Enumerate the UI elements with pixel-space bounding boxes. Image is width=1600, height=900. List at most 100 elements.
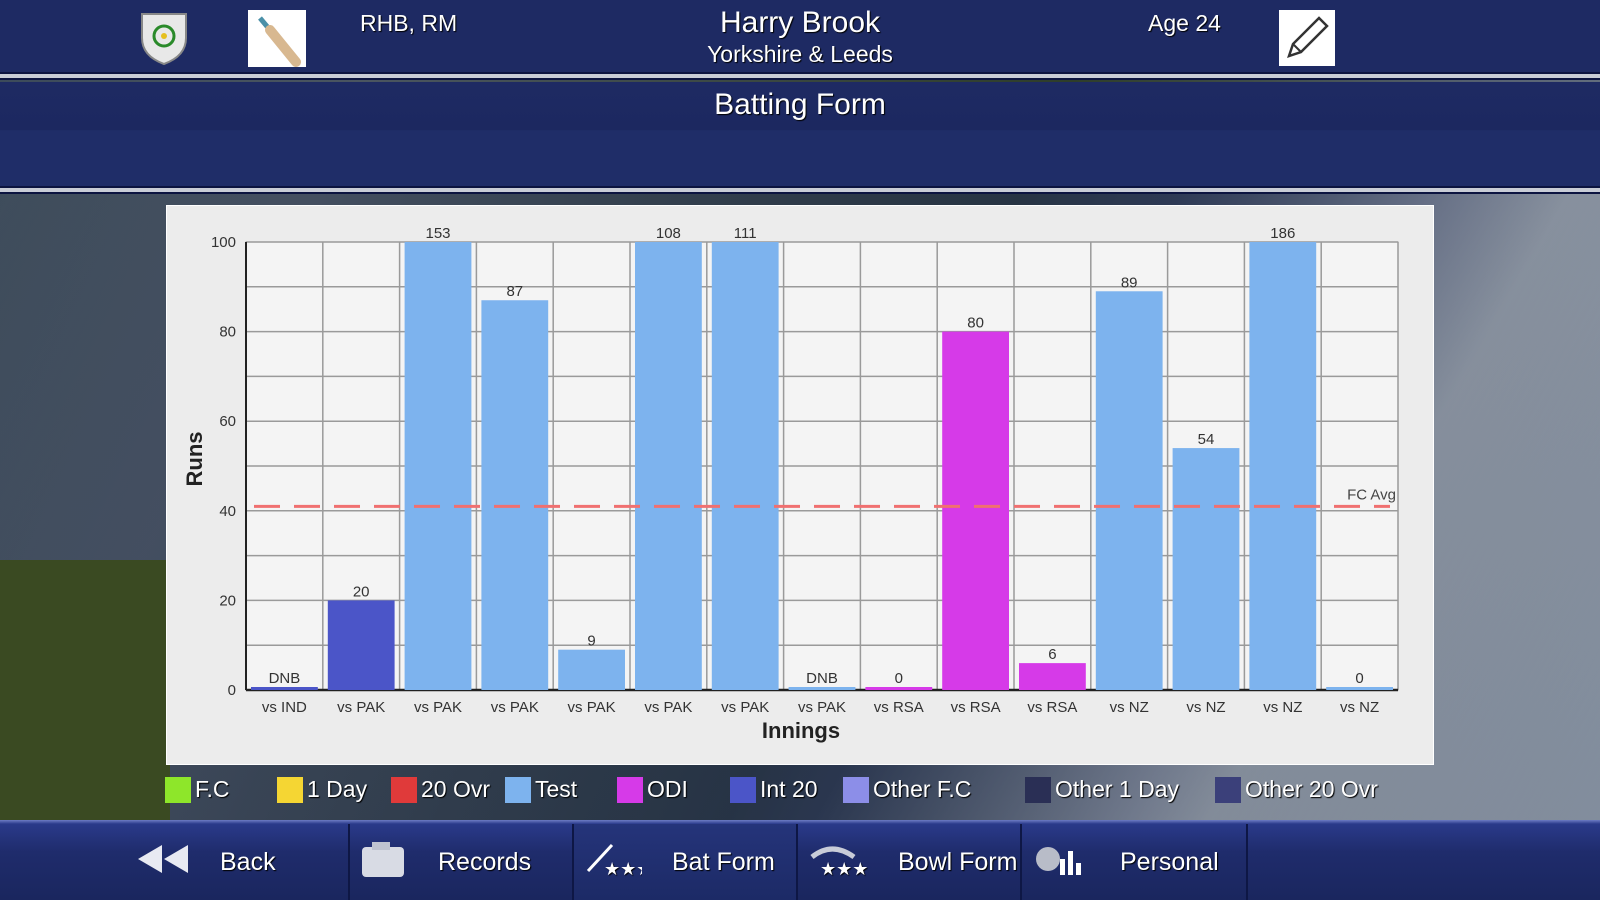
y-tick-label: 80 [219, 324, 236, 341]
x-tick-label: vs PAK [491, 699, 539, 716]
bar[interactable] [942, 331, 1009, 690]
fc-average-label: FC Avg [1347, 486, 1396, 503]
legend-swatch [505, 776, 531, 803]
bar[interactable] [711, 242, 779, 690]
legend-item: ODI [617, 776, 688, 803]
y-axis-label: Runs [182, 432, 207, 487]
bar-value-label: 20 [353, 583, 370, 600]
svg-text:★★★: ★★★ [820, 859, 868, 877]
bar[interactable] [1172, 448, 1240, 690]
bar-value-label: 0 [1355, 670, 1363, 687]
bar[interactable] [1326, 687, 1393, 690]
x-axis-label: Innings [762, 718, 840, 743]
legend-swatch [1215, 776, 1241, 803]
bar[interactable] [558, 649, 625, 690]
x-tick-label: vs NZ [1263, 699, 1302, 716]
bar[interactable] [1019, 663, 1086, 690]
bar[interactable] [635, 242, 702, 690]
bar-value-label: 89 [1121, 274, 1138, 291]
bar-value-label: DNB [806, 670, 838, 687]
bar-value-label: 0 [895, 670, 903, 687]
x-tick-label: vs RSA [1027, 699, 1077, 716]
background-grass [0, 560, 170, 820]
x-tick-label: vs PAK [644, 699, 692, 716]
svg-text:★★★: ★★★ [604, 859, 642, 877]
divider [0, 72, 1600, 80]
nav-label: Back [220, 847, 276, 876]
nav-label: Bowl Form [898, 847, 1018, 876]
batting-style: RHB, RM [360, 10, 458, 36]
bar[interactable] [1095, 291, 1163, 690]
bar-value-label: 54 [1198, 431, 1215, 448]
batting-form-chart: 0 20 40 60 80 100 DNB vs IND 20 vs PAK 153 vs PAK 87… [166, 205, 1434, 765]
legend-swatch [730, 776, 756, 803]
title-bar: Batting Form [0, 82, 1600, 188]
x-tick-label: vs PAK [721, 699, 769, 716]
y-tick-label: 20 [219, 592, 236, 609]
pencil-edit-icon[interactable] [1279, 10, 1335, 66]
legend-label: 20 Ovr [421, 776, 491, 802]
personal-stats-icon [1034, 841, 1120, 884]
rewind-icon [134, 841, 220, 884]
bar-value-label: 87 [506, 283, 523, 300]
legend-swatch [165, 776, 191, 803]
bar[interactable] [327, 600, 395, 690]
player-team: Yorkshire & Leeds [707, 41, 893, 67]
y-tick-label: 40 [219, 503, 236, 520]
bar[interactable] [1249, 242, 1317, 690]
bar-value-label: 153 [425, 225, 450, 242]
bat-form-button[interactable]: ★★★ Bat Form [574, 824, 798, 900]
bar-value-label: 108 [656, 225, 681, 242]
bottom-nav: Back Records ★★★ Bat Form ★★★ Bowl Form Person… [0, 820, 1600, 900]
bar[interactable] [404, 242, 472, 690]
legend-item: F.C [165, 776, 230, 803]
legend-label: F.C [195, 776, 230, 802]
legend-item: Other 20 Ovr [1215, 776, 1378, 803]
y-tick-label: 100 [211, 234, 236, 251]
legend-label: Other 1 Day [1055, 776, 1179, 802]
legend-label: Int 20 [760, 776, 818, 802]
bar-value-label: 9 [587, 633, 595, 650]
x-tick-label: vs NZ [1186, 699, 1225, 716]
bar-value-label: 6 [1048, 646, 1056, 663]
bat-form-icon: ★★★ [582, 841, 672, 884]
player-name: Harry Brook [719, 6, 881, 39]
nav-label: Personal [1120, 847, 1219, 876]
x-tick-label: vs PAK [798, 699, 846, 716]
personal-button[interactable]: Personal [1022, 824, 1248, 900]
nav-label: Records [438, 847, 532, 876]
bar[interactable] [251, 687, 318, 690]
legend-swatch [617, 776, 643, 803]
page-title: Batting Form [714, 88, 886, 121]
records-button[interactable]: Records [350, 824, 574, 900]
bat-icon[interactable] [248, 10, 306, 67]
back-button[interactable]: Back [0, 824, 350, 900]
legend-label: 1 Day [307, 776, 368, 802]
legend-item: Test [505, 776, 577, 803]
player-age: Age 24 [1148, 10, 1221, 36]
bar-value-label: DNB [269, 670, 301, 687]
x-tick-label: vs PAK [337, 699, 385, 716]
bowl-form-button[interactable]: ★★★ Bowl Form [798, 824, 1022, 900]
legend-label: ODI [647, 776, 688, 802]
legend-swatch [843, 776, 869, 803]
y-tick-label: 60 [219, 413, 236, 430]
x-tick-label: vs PAK [414, 699, 462, 716]
bar[interactable] [481, 300, 549, 690]
legend-label: Other 20 Ovr [1245, 776, 1378, 802]
legend-swatch [391, 776, 417, 803]
legend-label: Other F.C [873, 776, 972, 802]
bar[interactable] [788, 687, 856, 690]
legend-item: Other 1 Day [1025, 776, 1179, 803]
bar-value-label: 111 [734, 225, 757, 242]
bar-value-label: 186 [1270, 225, 1295, 242]
y-tick-label: 0 [228, 682, 236, 699]
legend-swatch [1025, 776, 1051, 803]
x-tick-label: vs NZ [1110, 699, 1149, 716]
x-tick-label: vs PAK [568, 699, 616, 716]
divider [0, 186, 1600, 194]
records-book-icon [358, 839, 438, 886]
bar[interactable] [865, 687, 933, 690]
legend-item: Int 20 [730, 776, 818, 803]
